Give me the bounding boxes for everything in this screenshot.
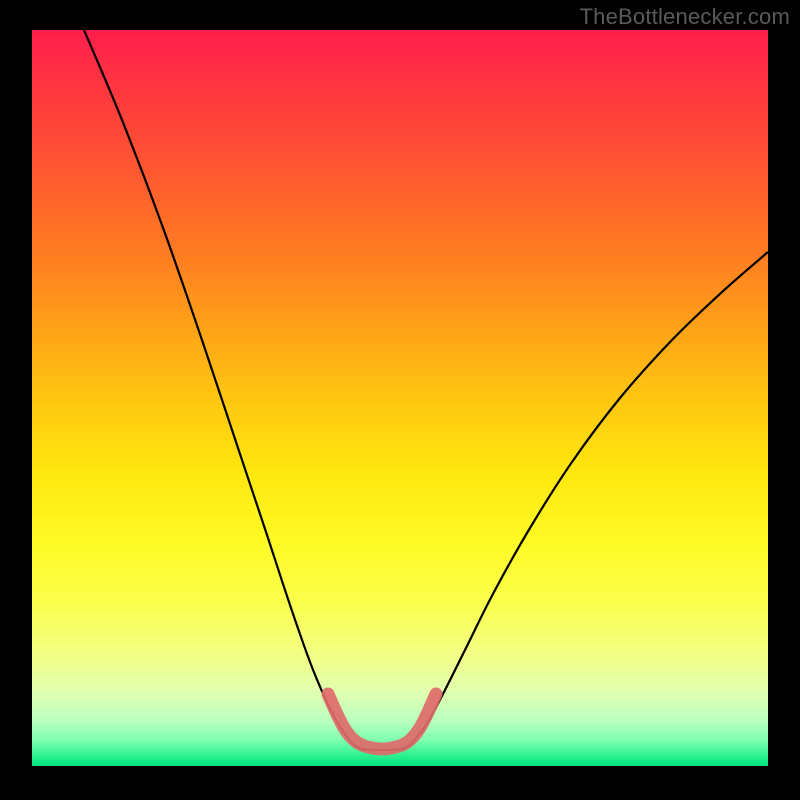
bottleneck-chart (0, 0, 800, 800)
watermark-text: TheBottlenecker.com (580, 4, 790, 30)
chart-frame: TheBottlenecker.com (0, 0, 800, 800)
